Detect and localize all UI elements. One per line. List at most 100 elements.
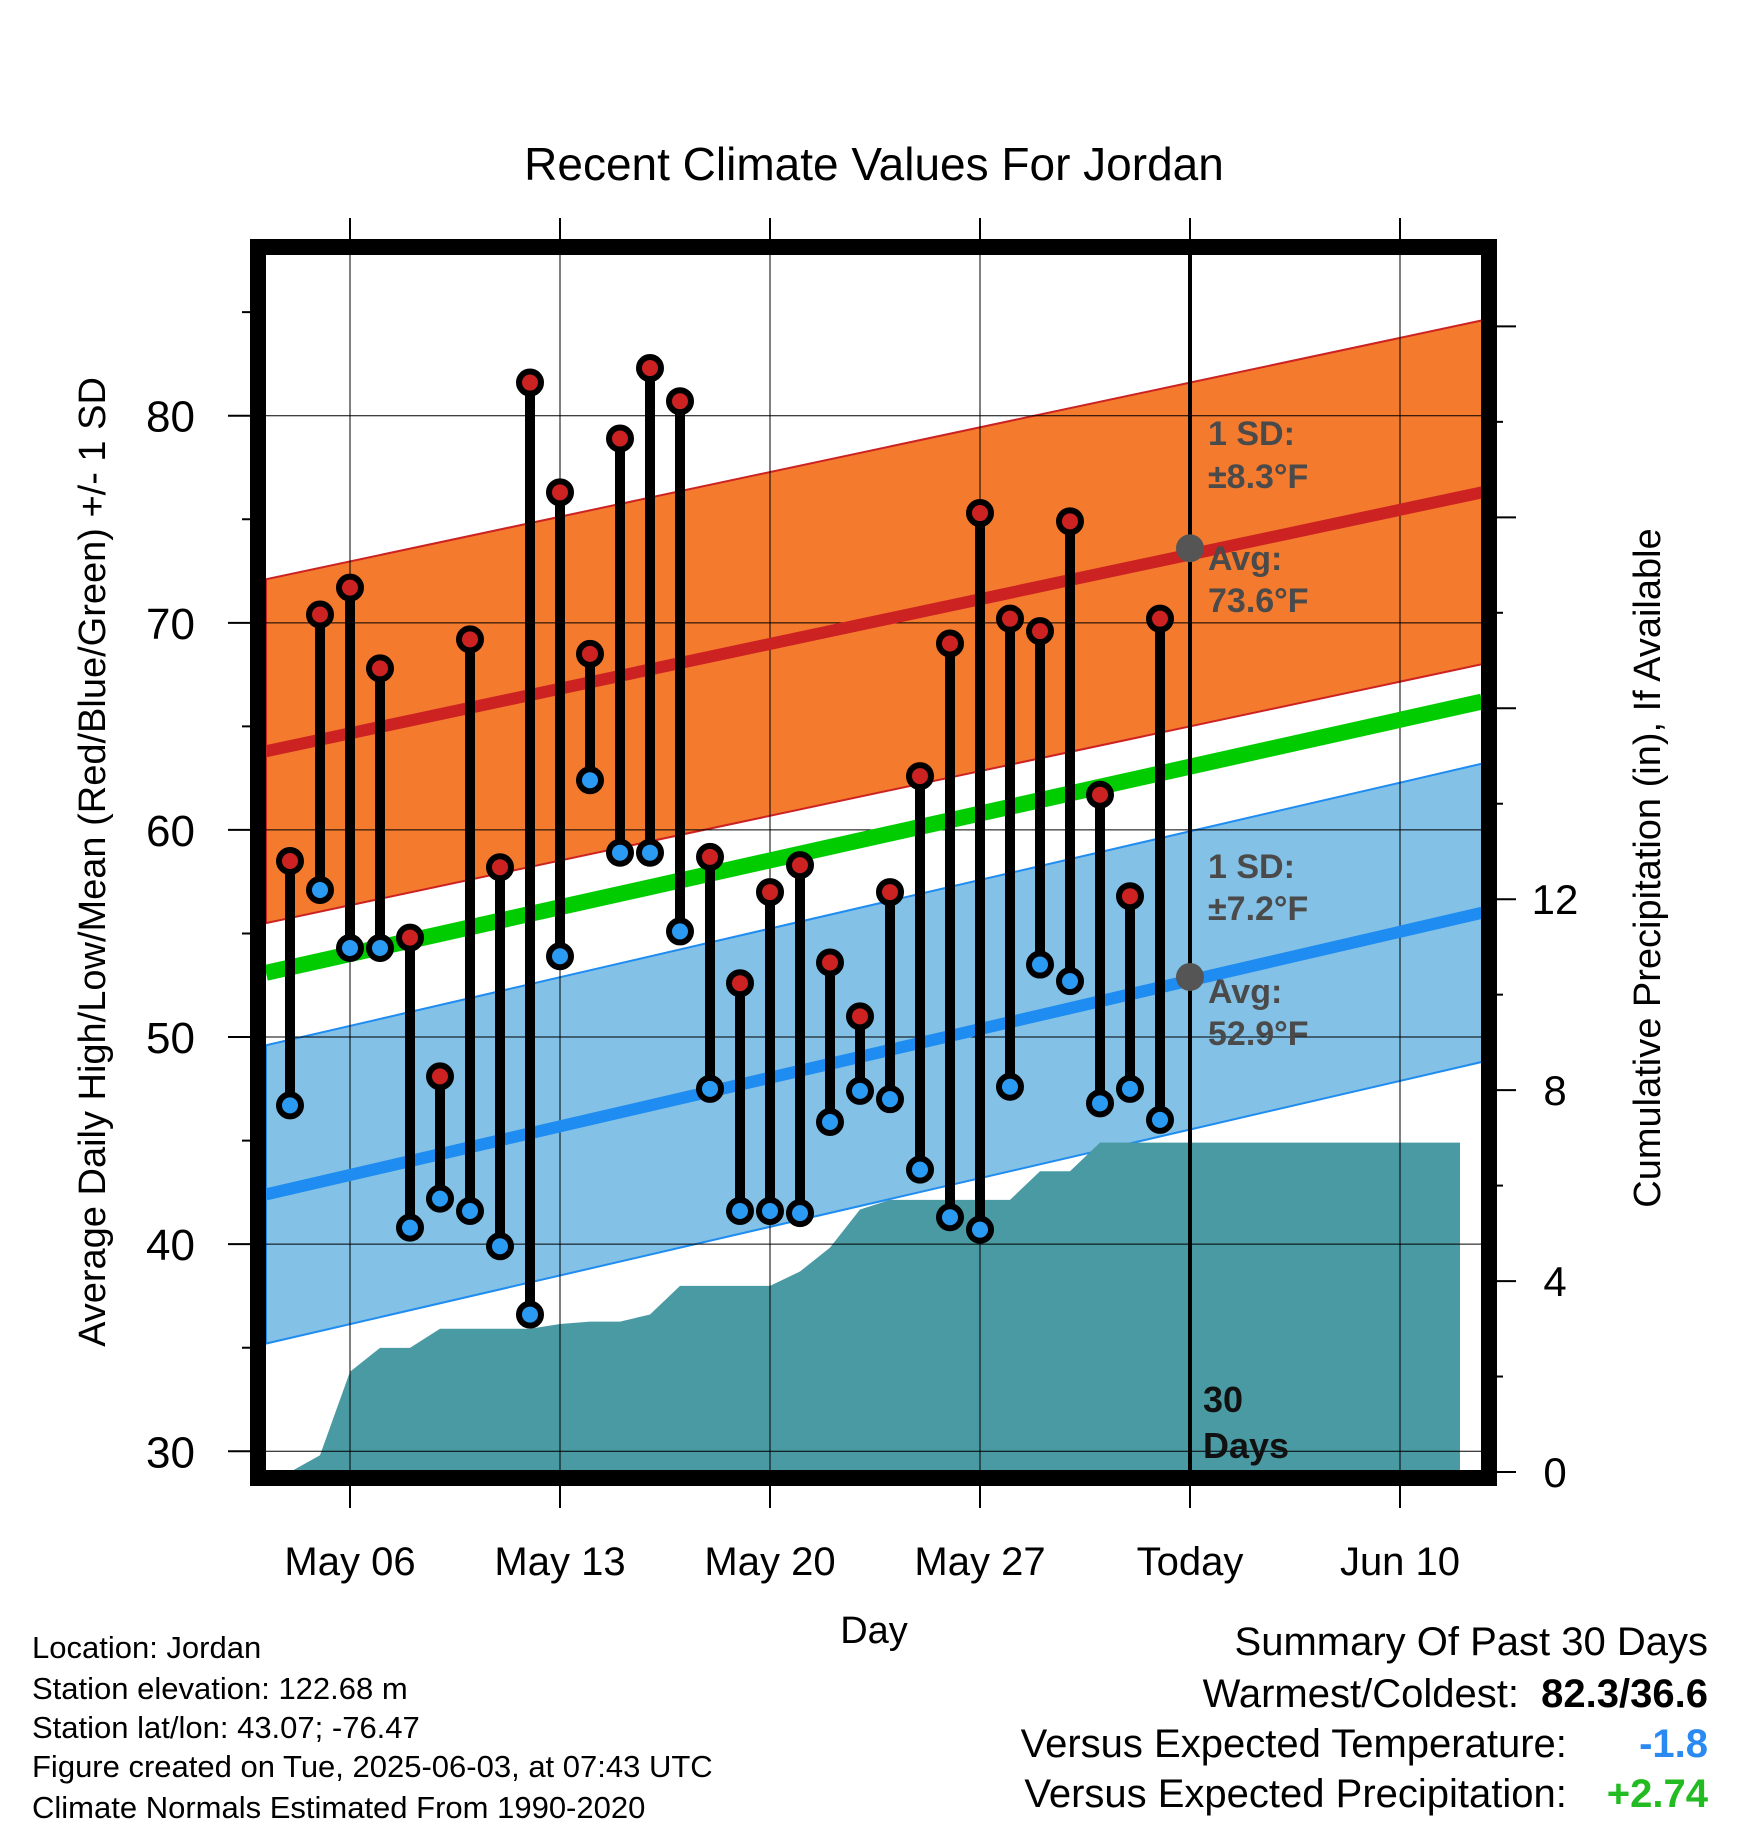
daily-low-point <box>306 875 334 904</box>
warm-cold-value: 82.3/36.6 <box>1541 1672 1708 1716</box>
window-label-number: 30 <box>1203 1379 1243 1420</box>
warm-cold-label: Warmest/Coldest: <box>1202 1672 1519 1716</box>
y-tick-label: 70 <box>146 600 195 649</box>
y2-tick-label: 8 <box>1543 1067 1566 1114</box>
daily-low-point <box>546 942 574 971</box>
temp-value: -1.8 <box>1639 1722 1708 1766</box>
high-sd-label: 1 SD: <box>1208 415 1295 453</box>
chart-title: Recent Climate Values For Jordan <box>524 138 1224 190</box>
daily-high-point <box>516 368 544 397</box>
x-axis-label: Day <box>840 1610 908 1652</box>
summary-title-text: Summary Of Past 30 Days <box>1234 1620 1708 1664</box>
high-sd-value: ±8.3°F <box>1208 458 1308 496</box>
x-tick-label: May 27 <box>914 1540 1045 1584</box>
daily-high-point <box>726 969 754 998</box>
high-avg-value: 73.6°F <box>1208 582 1309 620</box>
y2-axis-label: Cumulative Precipitation (in), If Availa… <box>1627 528 1669 1207</box>
daily-low-point <box>1026 950 1054 979</box>
daily-low-point <box>696 1074 724 1103</box>
summary-precip: Versus Expected Precipitation: +2.74 <box>1024 1774 1708 1814</box>
daily-low-point <box>426 1184 454 1213</box>
low-avg-marker <box>1176 962 1204 991</box>
y-tick-label: 60 <box>146 807 195 856</box>
x-tick-label: May 13 <box>494 1540 625 1584</box>
daily-high-point <box>966 499 994 528</box>
daily-low-point <box>816 1107 844 1136</box>
precip-area <box>266 1142 1460 1472</box>
window-label: 30 Days <box>1203 1379 1289 1466</box>
daily-low-point <box>1146 1105 1174 1134</box>
y-tick-label: 80 <box>146 393 195 442</box>
daily-low-point <box>486 1232 514 1261</box>
low-annotation: 1 SD: ±7.2°F Avg: 52.9°F <box>1208 848 1309 1053</box>
daily-high-point <box>696 842 724 871</box>
y2-tick-label: 0 <box>1543 1449 1566 1496</box>
daily-low-point <box>756 1197 784 1226</box>
daily-low-point <box>1086 1089 1114 1118</box>
daily-low-point <box>576 766 604 795</box>
low-sd-value: ±7.2°F <box>1208 890 1308 928</box>
daily-high-point <box>756 878 784 907</box>
y2-tick-label: 12 <box>1532 876 1579 923</box>
daily-low-point <box>336 933 364 962</box>
daily-high-point <box>846 1002 874 1031</box>
daily-high-point <box>1086 780 1114 809</box>
daily-low-point <box>636 838 664 867</box>
daily-high-point <box>486 853 514 882</box>
daily-low-point <box>516 1300 544 1329</box>
low-sd-label: 1 SD: <box>1208 848 1295 886</box>
low-avg-value: 52.9°F <box>1208 1015 1309 1053</box>
y-axis-label: Average Daily High/Low/Mean (Red/Blue/Gr… <box>72 377 114 1347</box>
x-tick-label: Today <box>1137 1540 1244 1584</box>
x-tick-label: Jun 10 <box>1340 1540 1460 1584</box>
daily-high-point <box>666 387 694 416</box>
summary-title: Summary Of Past 30 Days <box>1235 1622 1708 1662</box>
daily-high-point <box>576 639 604 668</box>
daily-high-point <box>276 847 304 875</box>
plot-frame <box>250 239 1497 1486</box>
x-tick-label: May 20 <box>704 1540 835 1584</box>
daily-high-point <box>396 923 424 952</box>
y2-tick-label: 4 <box>1543 1258 1566 1305</box>
daily-high-point <box>456 625 484 654</box>
high-avg-label: Avg: <box>1208 540 1282 578</box>
summary-temp: Versus Expected Temperature: -1.8 <box>1021 1724 1708 1764</box>
daily-low-point <box>876 1085 904 1114</box>
x-tick-label: May 06 <box>284 1540 415 1584</box>
info-location: Location: Jordan <box>32 1630 262 1665</box>
daily-low-point <box>1116 1074 1144 1103</box>
daily-high-point <box>816 948 844 977</box>
daily-high-point <box>1146 604 1174 633</box>
high-annotation: 1 SD: ±8.3°F Avg: 73.6°F <box>1208 415 1309 620</box>
low-avg-label: Avg: <box>1208 973 1282 1011</box>
daily-high-point <box>996 604 1024 633</box>
daily-low-point <box>606 838 634 867</box>
y-tick-label: 30 <box>146 1428 195 1477</box>
daily-low-point <box>906 1155 934 1184</box>
daily-high-point <box>786 851 814 880</box>
daily-high-point <box>936 629 964 658</box>
daily-low-point <box>786 1199 814 1228</box>
info-latlon: Station lat/lon: 43.07; -76.47 <box>32 1710 420 1745</box>
daily-high-point <box>876 878 904 907</box>
summary-warm-cold: Warmest/Coldest: 82.3/36.6 <box>1203 1674 1708 1714</box>
daily-high-point <box>636 354 664 383</box>
daily-high-point <box>426 1062 454 1091</box>
info-normals: Climate Normals Estimated From 1990-2020 <box>32 1790 646 1825</box>
high-avg-marker <box>1176 534 1204 563</box>
daily-high-point <box>606 424 634 453</box>
daily-high-point <box>546 478 574 507</box>
temp-label: Versus Expected Temperature: <box>1020 1722 1567 1766</box>
daily-low-point <box>396 1213 424 1242</box>
daily-high-point <box>1026 617 1054 646</box>
daily-high-point <box>306 600 334 629</box>
daily-high-point <box>906 762 934 791</box>
daily-high-point <box>1056 507 1084 536</box>
info-created: Figure created on Tue, 2025-06-03, at 07… <box>32 1749 713 1784</box>
daily-low-point <box>846 1076 874 1105</box>
daily-high-point <box>336 573 364 602</box>
info-elevation: Station elevation: 122.68 m <box>32 1671 408 1706</box>
daily-low-point <box>666 917 694 946</box>
daily-low-point <box>726 1197 754 1226</box>
